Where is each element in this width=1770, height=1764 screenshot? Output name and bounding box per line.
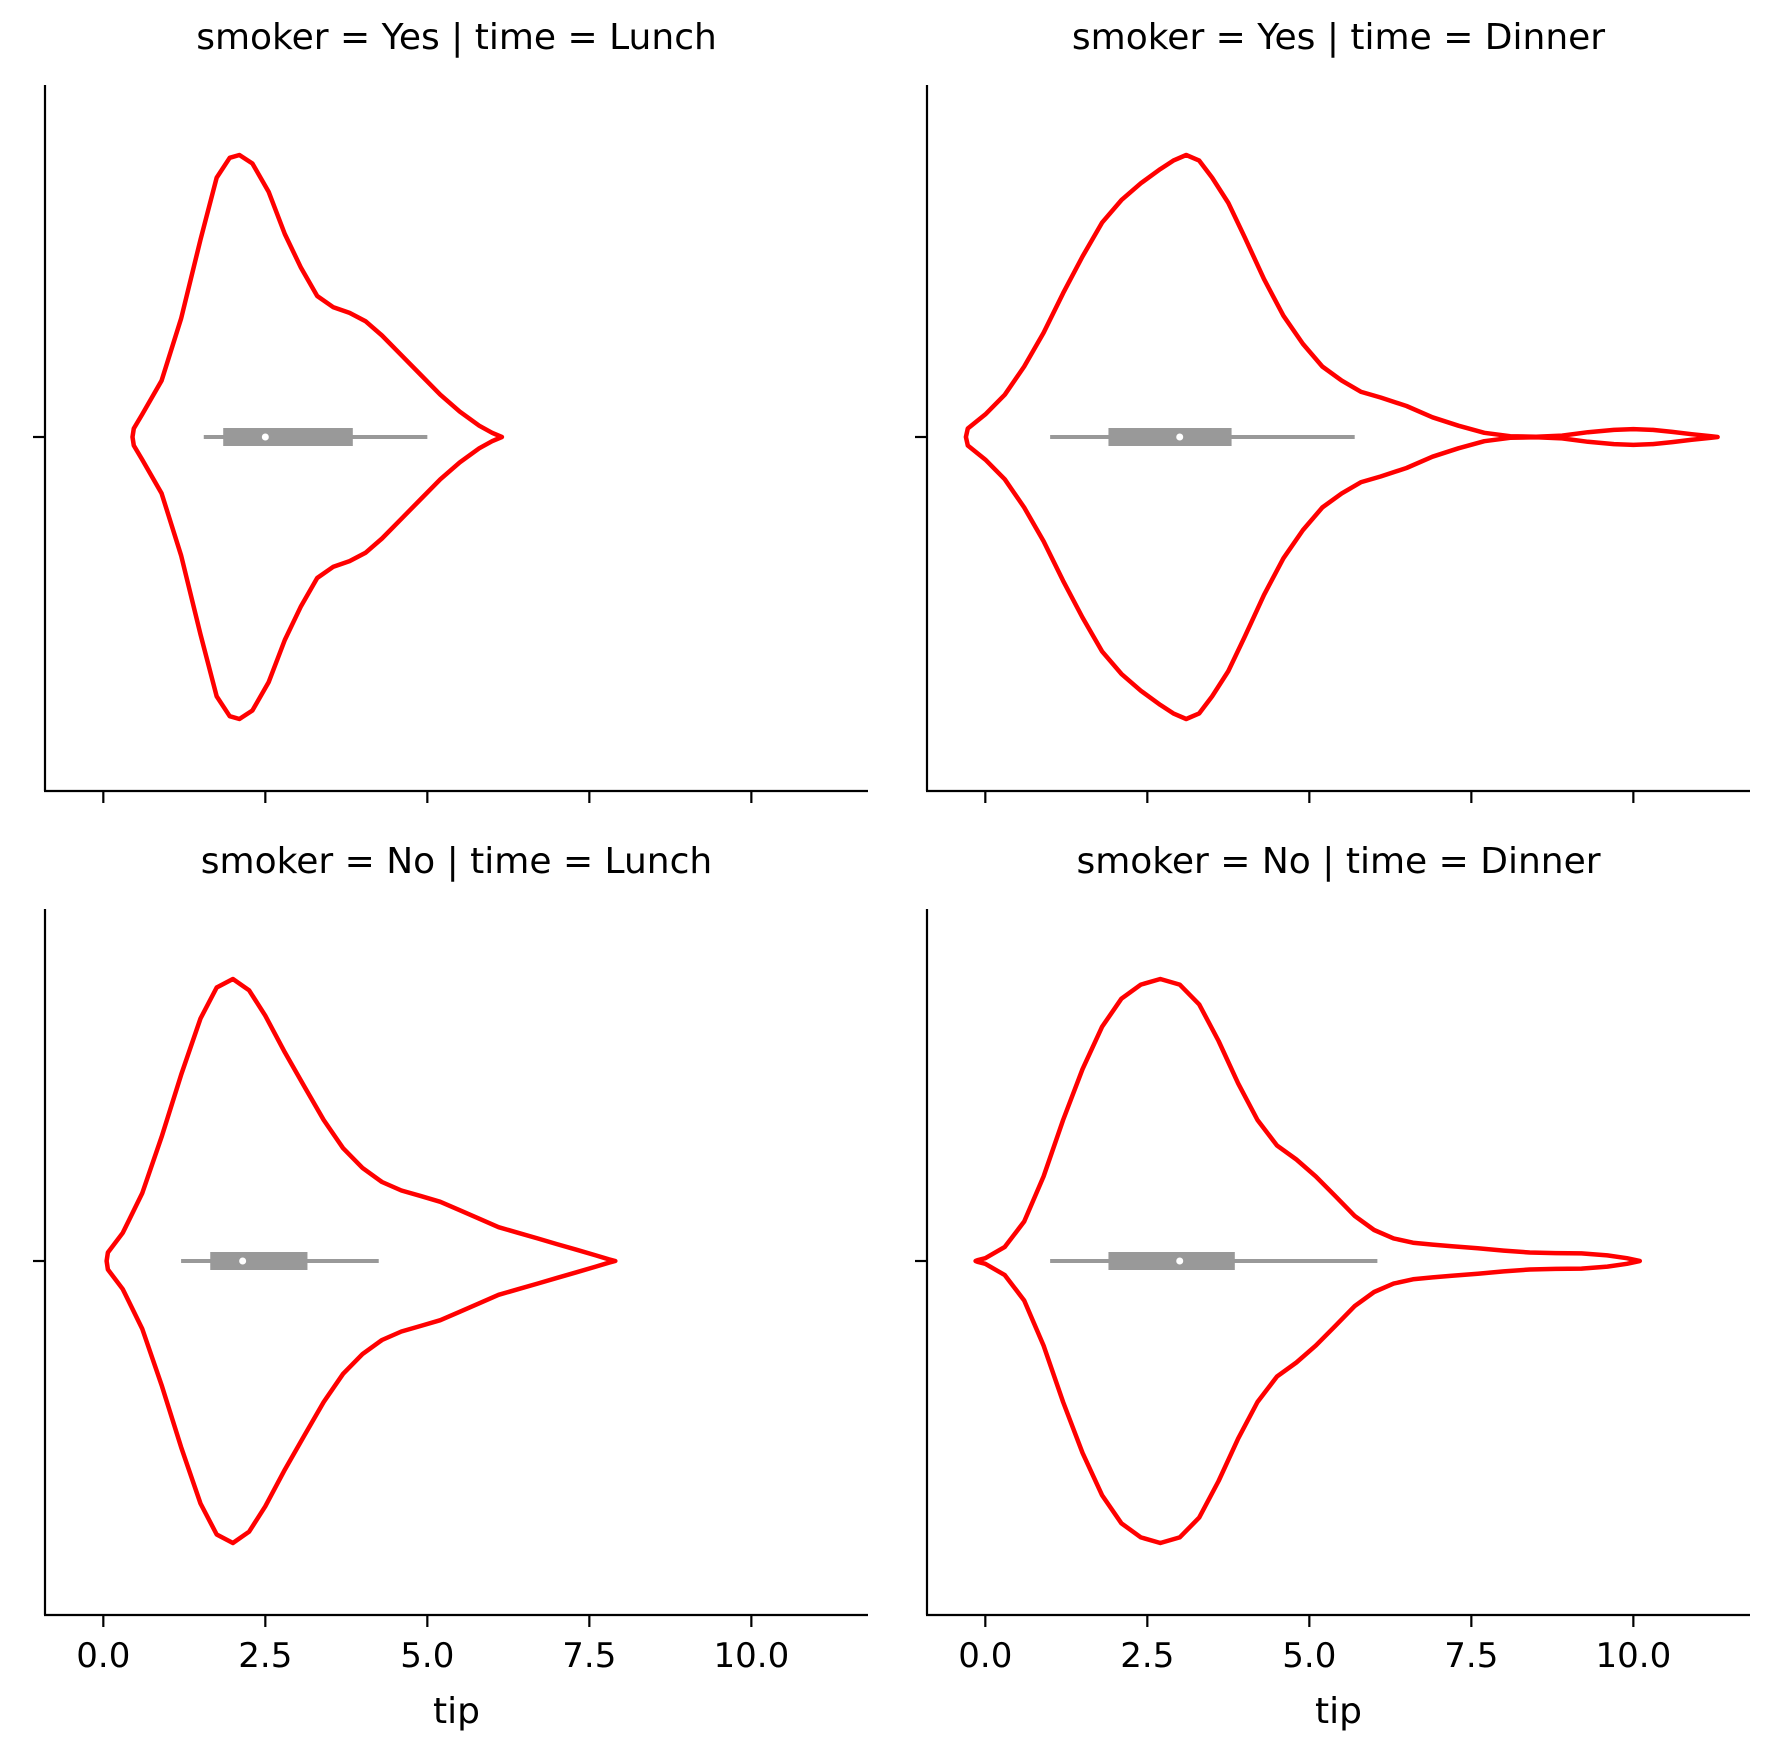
- median-dot: [1176, 1257, 1184, 1265]
- facet-panel-4: smoker = No | time = Dinner 0.0 2.5 5.0 7.5 1…: [915, 841, 1750, 1732]
- x-tick-label: 10.0: [1596, 1636, 1672, 1676]
- median-dot: [1176, 433, 1184, 441]
- panel-title: smoker = No | time = Lunch: [201, 841, 712, 882]
- x-tick-label: 5.0: [1282, 1636, 1336, 1676]
- facet-panel-2: smoker = Yes | time = Dinner: [915, 17, 1750, 803]
- iqr-box: [210, 1252, 308, 1270]
- x-tick-label: 7.5: [562, 1636, 616, 1676]
- x-tick-label: 10.0: [714, 1636, 790, 1676]
- violin-outline: [104, 976, 618, 1546]
- facet-panel-3: smoker = No | time = Lunch 0.0 2.5 5.0 7.5 10…: [33, 841, 868, 1732]
- x-tick-label: 2.5: [238, 1636, 292, 1676]
- median-dot: [261, 433, 269, 441]
- x-tick-label: 2.5: [1120, 1636, 1174, 1676]
- facet-panel-1: smoker = Yes | time = Lunch: [33, 17, 868, 803]
- violin-outline: [130, 152, 505, 722]
- iqr-box: [223, 428, 353, 446]
- x-tick-label: 5.0: [400, 1636, 454, 1676]
- iqr-box: [1108, 428, 1232, 446]
- x-axis-label: tip: [433, 1691, 480, 1732]
- panel-title: smoker = Yes | time = Dinner: [1072, 17, 1605, 58]
- iqr-box: [1108, 1252, 1235, 1270]
- violin-outline: [973, 976, 1643, 1546]
- panel-title: smoker = Yes | time = Lunch: [196, 17, 717, 58]
- x-tick-label: 0.0: [958, 1636, 1012, 1676]
- median-dot: [239, 1257, 247, 1265]
- x-axis-label: tip: [1315, 1691, 1362, 1732]
- violin-outline: [963, 152, 1720, 722]
- x-tick-label: 7.5: [1444, 1636, 1498, 1676]
- panel-title: smoker = No | time = Dinner: [1076, 841, 1600, 882]
- x-tick-label: 0.0: [76, 1636, 130, 1676]
